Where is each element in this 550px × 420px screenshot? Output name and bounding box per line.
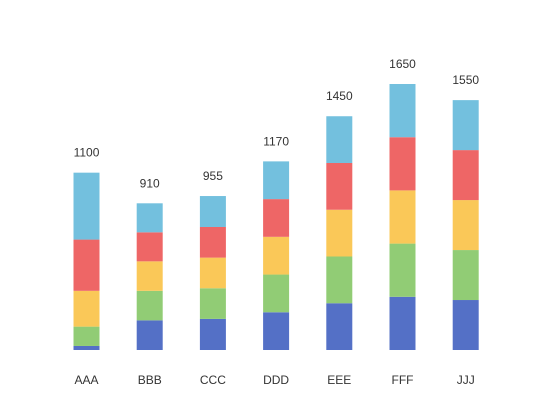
category-label-aaa: AAA	[74, 373, 98, 387]
total-label-ccc: 955	[203, 169, 223, 183]
totals-layer: 1100 910 955 1170 1450 1650 1550	[74, 57, 480, 190]
bar-segment-aaa-5	[73, 172, 100, 240]
bar-segment-aaa-1	[73, 345, 100, 350]
bar-segment-eee-2	[326, 256, 353, 304]
bar-segment-fff-1	[389, 296, 416, 350]
bar-segment-eee-5	[326, 116, 353, 163]
bar-segment-jjj-4	[452, 150, 479, 201]
bar-segment-ddd-5	[263, 161, 290, 200]
bar-segment-aaa-4	[73, 239, 100, 291]
bar-segment-jjj-1	[452, 300, 479, 350]
bar-segment-bbb-5	[136, 203, 163, 233]
bars-layer	[73, 84, 479, 350]
category-label-jjj: JJJ	[457, 373, 475, 387]
bar-segment-ddd-1	[263, 312, 290, 350]
total-label-bbb: 910	[140, 176, 160, 190]
bar-segment-eee-4	[326, 162, 353, 210]
category-label-fff: FFF	[392, 373, 414, 387]
bar-segment-bbb-3	[136, 261, 163, 291]
bar-segment-bbb-1	[136, 320, 163, 350]
total-label-eee: 1450	[326, 89, 353, 103]
bar-segment-jjj-3	[452, 200, 479, 251]
bar-segment-ccc-5	[199, 196, 226, 227]
bar-segment-ddd-2	[263, 274, 290, 313]
total-label-jjj: 1550	[452, 73, 479, 87]
bar-segment-aaa-2	[73, 326, 100, 346]
bar-segment-ddd-3	[263, 236, 290, 275]
bar-segment-ccc-4	[199, 227, 226, 258]
bar-segment-bbb-2	[136, 290, 163, 321]
total-label-aaa: 1100	[74, 146, 100, 160]
bar-segment-ddd-4	[263, 199, 290, 237]
total-label-fff: 1650	[389, 57, 416, 71]
bar-segment-aaa-3	[73, 290, 100, 327]
bar-segment-ccc-2	[199, 288, 226, 319]
bar-segment-jjj-2	[452, 250, 479, 301]
x-axis: AAA BBB CCC DDD EEE FFF JJJ	[74, 373, 474, 387]
bar-segment-fff-3	[389, 190, 416, 244]
bar-segment-ccc-3	[199, 257, 226, 289]
category-label-ddd: DDD	[263, 373, 289, 387]
total-label-ddd: 1170	[263, 134, 289, 148]
bar-segment-jjj-5	[452, 100, 479, 151]
bar-segment-fff-2	[389, 243, 416, 297]
bar-segment-fff-5	[389, 84, 416, 138]
bar-segment-eee-3	[326, 209, 353, 257]
bar-segment-fff-4	[389, 137, 416, 191]
category-label-ccc: CCC	[200, 373, 226, 387]
bar-segment-bbb-4	[136, 232, 163, 262]
bar-segment-ccc-1	[199, 318, 226, 350]
category-label-bbb: BBB	[138, 373, 162, 387]
bar-segment-eee-1	[326, 303, 353, 350]
category-label-eee: EEE	[327, 373, 351, 387]
